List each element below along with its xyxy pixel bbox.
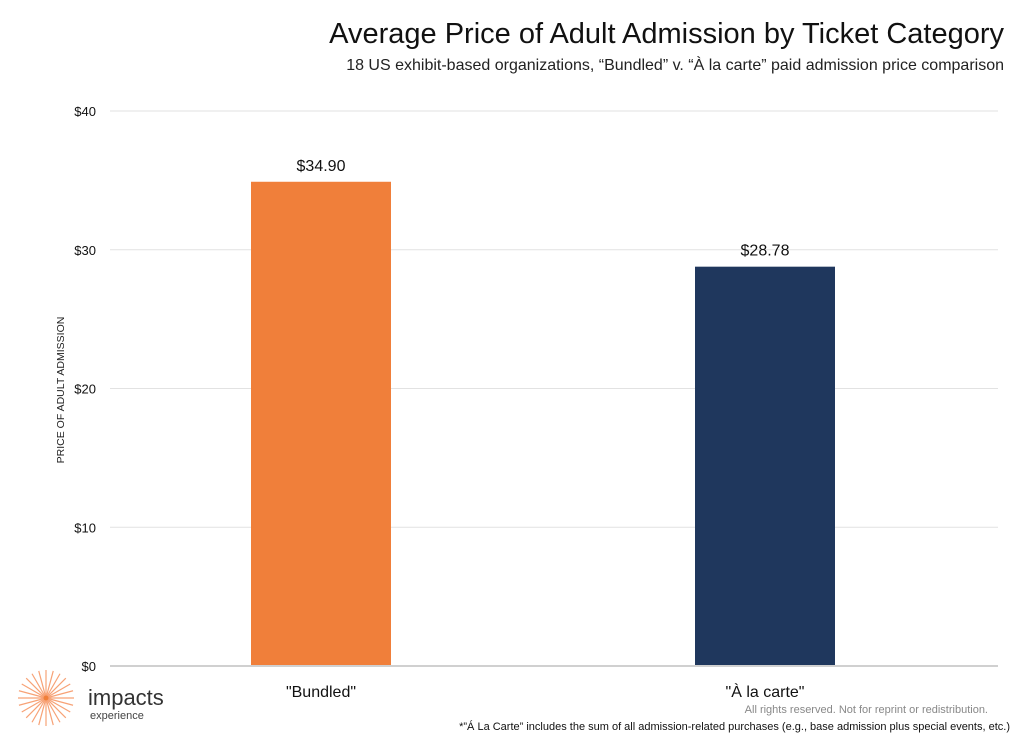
logo-sub: experience bbox=[90, 710, 144, 722]
chart-subtitle: 18 US exhibit-based organizations, “Bund… bbox=[346, 57, 1004, 74]
bar bbox=[251, 181, 391, 666]
data-label: $28.78 bbox=[741, 243, 790, 260]
starburst-icon bbox=[18, 670, 74, 726]
y-tick-label: $0 bbox=[82, 659, 96, 674]
footnote: *”Á La Carte” includes the sum of all ad… bbox=[459, 721, 1010, 733]
chart-title: Average Price of Adult Admission by Tick… bbox=[329, 18, 1004, 50]
data-label: $34.90 bbox=[297, 158, 346, 175]
rights-notice: All rights reserved. Not for reprint or … bbox=[744, 704, 988, 716]
bar bbox=[695, 266, 835, 666]
logo-name: impacts bbox=[88, 685, 164, 710]
x-tick-label: "Bundled" bbox=[286, 684, 356, 701]
y-tick-label: $20 bbox=[74, 382, 96, 397]
y-tick-label: $10 bbox=[74, 520, 96, 535]
y-tick-label: $40 bbox=[74, 104, 96, 119]
x-tick-label: "À la carte" bbox=[726, 682, 805, 701]
y-tick-label: $30 bbox=[74, 243, 96, 258]
